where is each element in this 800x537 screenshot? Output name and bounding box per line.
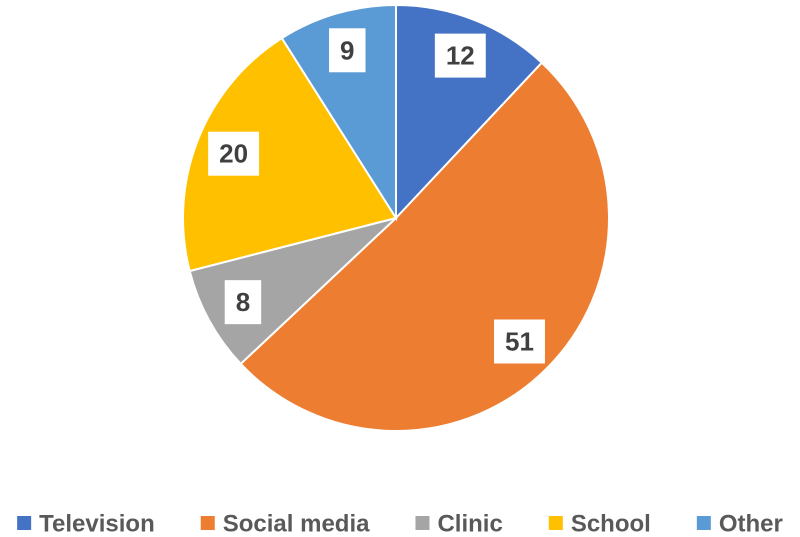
data-label-box bbox=[434, 33, 486, 78]
legend-swatch bbox=[696, 516, 711, 530]
data-label: 12 bbox=[446, 41, 475, 71]
legend-swatch bbox=[415, 516, 430, 530]
pie-slice bbox=[395, 3, 544, 221]
pie-slice bbox=[280, 3, 397, 222]
data-label: 9 bbox=[340, 35, 354, 65]
pie-slice bbox=[182, 36, 398, 273]
data-label-box bbox=[208, 131, 260, 176]
data-label-box bbox=[329, 28, 366, 73]
legend-label: Other bbox=[719, 511, 783, 537]
pie-slice bbox=[188, 217, 397, 366]
legend-label: School bbox=[571, 511, 651, 537]
legend: Television Social media Clinic School Other bbox=[17, 511, 783, 537]
legend-label: Clinic bbox=[437, 511, 502, 537]
legend-swatch bbox=[200, 516, 215, 530]
legend-label: Television bbox=[39, 511, 155, 537]
data-label: 8 bbox=[236, 287, 250, 317]
legend-swatch bbox=[548, 516, 563, 530]
legend-label: Social media bbox=[223, 511, 370, 537]
data-label-box bbox=[224, 280, 262, 325]
data-label: 51 bbox=[505, 327, 534, 357]
data-label: 20 bbox=[219, 139, 248, 169]
data-label-box bbox=[494, 319, 545, 364]
legend-swatch bbox=[17, 516, 32, 530]
